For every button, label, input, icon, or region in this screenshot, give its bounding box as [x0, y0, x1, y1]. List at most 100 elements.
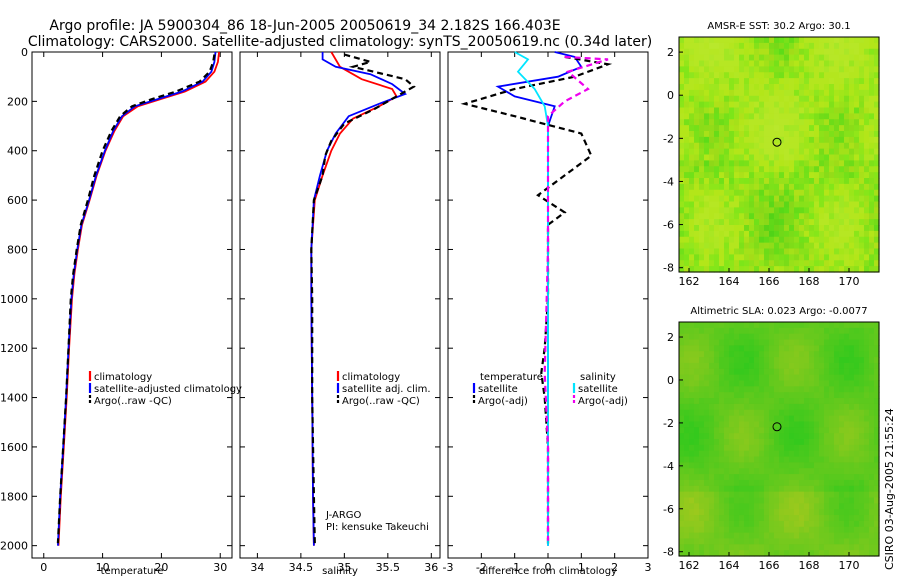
- sla_map-cell: [714, 421, 720, 428]
- sst_map-cell: [749, 195, 755, 203]
- sst_map-cell: [744, 201, 750, 208]
- sla_map-cell: [859, 456, 865, 463]
- sla_map-cell: [779, 392, 785, 399]
- sla_map-cell: [819, 386, 825, 393]
- sla_map-cell: [834, 479, 840, 487]
- sla_map-cell: [794, 515, 800, 522]
- sst_map-cell: [819, 213, 825, 220]
- sla_map-cell: [729, 468, 735, 475]
- sst_map-cell: [734, 154, 740, 161]
- sla_map-cell: [689, 380, 695, 387]
- sst_map-cell: [874, 78, 880, 85]
- sst_map-cell: [864, 195, 870, 203]
- sla_map-cell: [779, 509, 785, 516]
- sst_map-cell: [734, 195, 740, 203]
- sst_map-cell: [844, 225, 850, 232]
- sla_map-cell: [839, 491, 845, 499]
- sst_map-cell: [739, 242, 745, 250]
- sla_map-cell: [714, 415, 720, 423]
- sst_map-cell: [819, 148, 825, 156]
- sst_map-cell: [754, 54, 760, 62]
- sst_map-cell: [764, 213, 770, 220]
- sla_map-cell: [754, 368, 760, 376]
- sst_map-cell: [764, 66, 770, 73]
- sla_map-cell: [729, 485, 735, 493]
- sla_map-cell: [834, 403, 840, 411]
- sst_map-cell: [774, 248, 780, 255]
- sst_map-cell: [799, 166, 805, 173]
- sla_map-cell: [744, 357, 750, 364]
- temperature-xtick-label: 10: [96, 561, 110, 574]
- sla_map-cell: [779, 368, 785, 376]
- sla_map-cell: [849, 538, 855, 545]
- sla_map-cell: [739, 409, 745, 417]
- sst_map-cell: [749, 154, 755, 161]
- sla_map-ytick-label: -6: [663, 503, 674, 516]
- sst_map-cell: [699, 219, 705, 226]
- sla_map-cell: [694, 433, 700, 440]
- sst_map-cell: [754, 219, 760, 226]
- sla_map-cell: [714, 515, 720, 522]
- sst_map-cell: [704, 66, 710, 73]
- sla_map-cell: [704, 515, 710, 522]
- sla_map-cell: [849, 392, 855, 399]
- sst_map-cell: [729, 166, 735, 173]
- difference-xtick-label: -3: [443, 561, 454, 574]
- sla_map-cell: [829, 427, 835, 434]
- sst_map-cell: [719, 183, 725, 191]
- sla_map-cell: [799, 515, 805, 522]
- sla_map-cell: [739, 526, 745, 534]
- sla_map-cell: [729, 503, 735, 510]
- sla_map-cell: [844, 374, 850, 382]
- sla_map-cell: [839, 357, 845, 364]
- sla_map-cell: [854, 444, 860, 452]
- sla_map-cell: [769, 479, 775, 487]
- sla_map-cell: [684, 403, 690, 411]
- sla_map-cell: [779, 421, 785, 428]
- sst_map-cell: [714, 201, 720, 208]
- sst_map-cell: [689, 54, 695, 62]
- sla_map-cell: [824, 503, 830, 510]
- sst_map-cell: [754, 213, 760, 220]
- sst_map-cell: [774, 48, 780, 56]
- sla_map-cell: [834, 526, 840, 534]
- sst_map-cell: [794, 72, 800, 79]
- sst_map-cell: [749, 207, 755, 214]
- sla_map-cell: [859, 427, 865, 434]
- sla_map-cell: [819, 333, 825, 341]
- sst_map-cell: [764, 266, 770, 273]
- sst_map-cell: [759, 236, 765, 244]
- sst_map-cell: [699, 248, 705, 255]
- sla_map-cell: [874, 474, 880, 481]
- sst_map-cell: [824, 178, 830, 185]
- sst_map-cell: [819, 60, 825, 67]
- sla_map-cell: [874, 368, 880, 376]
- sla_map-cell: [724, 444, 730, 452]
- sla_map-cell: [849, 433, 855, 440]
- sla_map-cell: [689, 386, 695, 393]
- sst_map-cell: [859, 178, 865, 185]
- sla_map-cell: [849, 544, 855, 551]
- sla_map-cell: [854, 520, 860, 528]
- sst_map-cell: [874, 189, 880, 197]
- sla_map-cell: [734, 497, 740, 504]
- sla_map-cell: [874, 345, 880, 352]
- sst_map-cell: [799, 142, 805, 150]
- sst_map-cell: [834, 189, 840, 197]
- sla_map-cell: [699, 433, 705, 440]
- sst_map-cell: [844, 54, 850, 62]
- sla_map-cell: [814, 403, 820, 411]
- sla_map-cell: [694, 339, 700, 346]
- sst_map-cell: [809, 189, 815, 197]
- sla_map-cell: [754, 427, 760, 434]
- sst_map-cell: [684, 236, 690, 244]
- sla_map-cell: [724, 403, 730, 411]
- sla_map-cell: [719, 462, 725, 469]
- sla_map-cell: [729, 526, 735, 534]
- depth-tick-label: 1400: [0, 392, 28, 405]
- sla_map-cell: [724, 386, 730, 393]
- sla_map-cell: [789, 450, 795, 458]
- sla_map-cell: [754, 550, 760, 557]
- sst_map-cell: [779, 230, 785, 238]
- sst_map-cell: [689, 119, 695, 126]
